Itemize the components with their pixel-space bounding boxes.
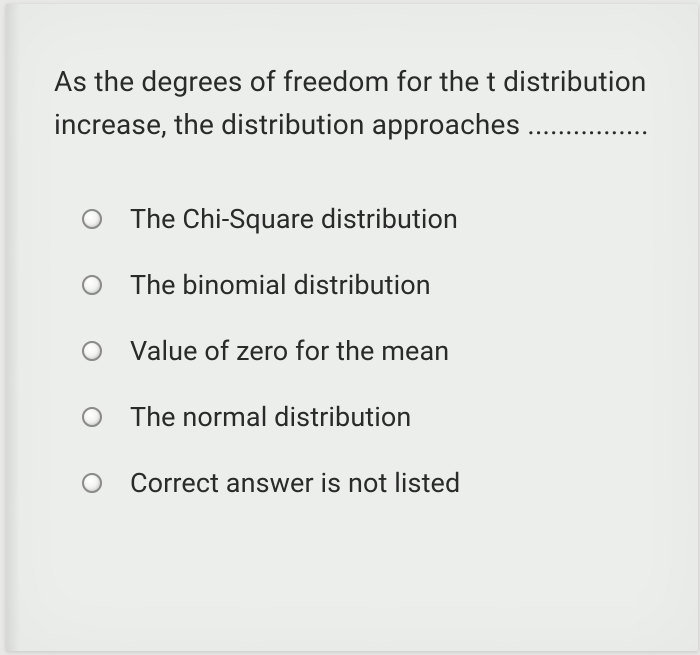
radio-button[interactable] [82,209,102,229]
option-row[interactable]: Value of zero for the mean [82,335,650,367]
option-row[interactable]: Correct answer is not listed [82,467,650,499]
radio-button[interactable] [82,407,102,427]
radio-button[interactable] [82,275,102,295]
question-text: As the degrees of freedom for the t dist… [54,60,650,147]
option-row[interactable]: The binomial distribution [82,269,650,301]
radio-button[interactable] [82,473,102,493]
option-label: The normal distribution [130,401,411,433]
option-label: Correct answer is not listed [130,467,460,499]
option-label: The binomial distribution [130,269,431,301]
options-group: The Chi-Square distribution The binomial… [54,203,650,499]
option-row[interactable]: The normal distribution [82,401,650,433]
question-card: As the degrees of freedom for the t dist… [6,4,698,651]
option-label: The Chi-Square distribution [130,203,458,235]
radio-button[interactable] [82,341,102,361]
option-label: Value of zero for the mean [130,335,449,367]
option-row[interactable]: The Chi-Square distribution [82,203,650,235]
